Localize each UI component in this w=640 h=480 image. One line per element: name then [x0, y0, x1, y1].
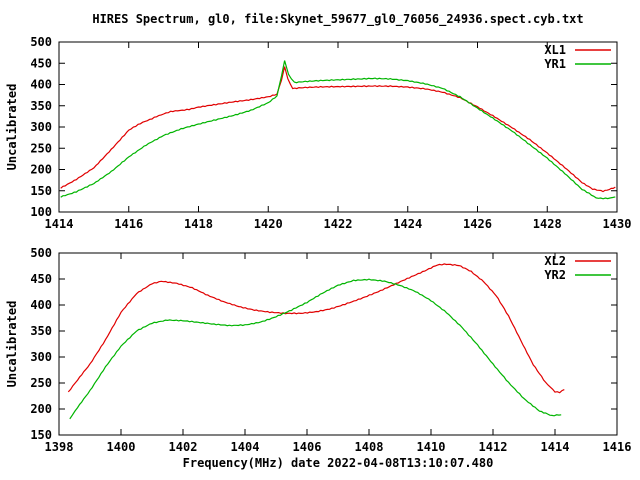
y-tick-label: 350 [30, 99, 52, 113]
x-tick-label: 1402 [169, 440, 198, 454]
y-tick-label: 350 [30, 324, 52, 338]
series-XL1 [60, 66, 616, 193]
x-tick-label: 1412 [479, 440, 508, 454]
tick-marks [58, 252, 618, 436]
y-tick-label: 100 [30, 205, 52, 219]
bottom-chart: 1398 1400 1402 1404 1406 1408 1410 1412 1414 1416… [30, 246, 631, 454]
legend-label-XL1: XL1 [544, 43, 566, 57]
x-tick-label: 1424 [393, 217, 422, 231]
legend-label-YR2: YR2 [544, 268, 566, 282]
x-tick-label: 1416 [603, 440, 632, 454]
tick-marks [58, 41, 618, 213]
x-tick-label: 1398 [45, 440, 74, 454]
x-tick-label: 1406 [293, 440, 322, 454]
x-tick-label: 1408 [355, 440, 384, 454]
y-tick-label: 500 [30, 35, 52, 49]
x-tick-label: 1414 [541, 440, 570, 454]
plot-border [58, 252, 618, 436]
bottom-chart-ylabel: Uncalibrated [5, 300, 19, 388]
y-tick-label: 450 [30, 56, 52, 70]
series-XL2 [67, 263, 565, 394]
top-chart: 1414 1416 1418 1420 1422 1424 1426 1428 1430 100 1… [30, 35, 631, 231]
y-tick-label: 200 [30, 402, 52, 416]
x-tick-label: 1428 [533, 217, 562, 231]
figure-title: HIRES Spectrum, gl0, file:Skynet_59677_g… [92, 12, 584, 26]
y-tick-label: 150 [30, 184, 52, 198]
x-tick-label: 1426 [463, 217, 492, 231]
x-tick-label: 1414 [45, 217, 74, 231]
y-tick-label: 250 [30, 376, 52, 390]
x-tick-label: 1422 [324, 217, 353, 231]
y-tick-label: 200 [30, 163, 52, 177]
x-tick-label: 1416 [114, 217, 143, 231]
y-tick-label: 250 [30, 141, 52, 155]
y-tick-label: 500 [30, 246, 52, 260]
x-tick-label: 1430 [603, 217, 632, 231]
legend-label-YR1: YR1 [544, 57, 566, 71]
y-tick-label: 450 [30, 272, 52, 286]
y-tick-label: 300 [30, 350, 52, 364]
legend-label-XL2: XL2 [544, 254, 566, 268]
x-axis-label: Frequency(MHz) date 2022-04-08T13:10:07.… [182, 456, 494, 470]
y-tick-label: 300 [30, 120, 52, 134]
x-tick-label: 1400 [107, 440, 136, 454]
plot-border [58, 41, 618, 213]
y-tick-label: 150 [30, 428, 52, 442]
y-tick-label: 400 [30, 298, 52, 312]
x-tick-label: 1404 [231, 440, 260, 454]
x-tick-label: 1420 [254, 217, 283, 231]
series-YR1 [60, 60, 616, 200]
x-tick-label: 1418 [184, 217, 213, 231]
x-tick-label: 1410 [417, 440, 446, 454]
y-tick-label: 400 [30, 78, 52, 92]
series-YR2 [69, 278, 562, 420]
top-chart-ylabel: Uncalibrated [5, 83, 19, 171]
